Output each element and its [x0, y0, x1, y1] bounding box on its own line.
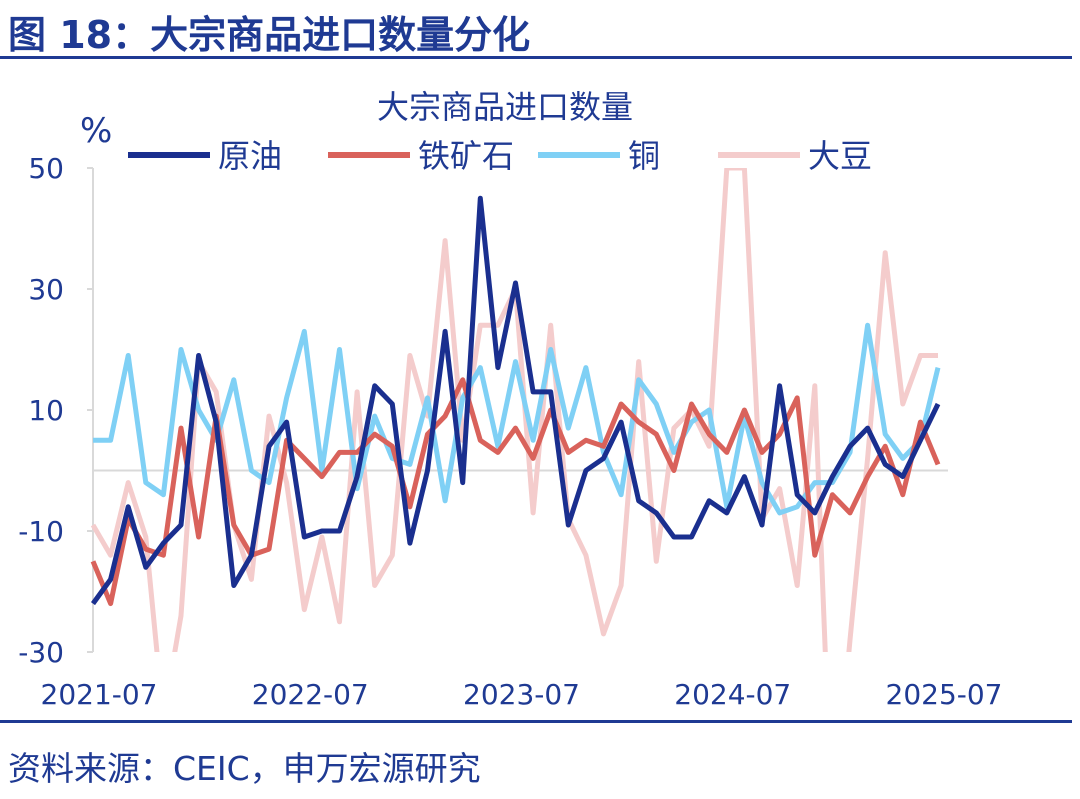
legend-label: 原油 [218, 137, 282, 175]
x-tick-label: 2022-07 [252, 678, 369, 711]
legend-label: 铁矿石 [418, 137, 514, 175]
x-tick-label: 2021-07 [41, 678, 158, 711]
y-tick-label: -30 [18, 636, 64, 669]
legend: 原油 铁矿石 铜 大豆 [128, 137, 872, 175]
y-axis-unit: % [80, 111, 112, 151]
series-line-1 [90, 195, 941, 606]
series-lines [90, 168, 941, 652]
y-tick-label: 50 [28, 152, 64, 185]
y-tick-label: -10 [18, 515, 64, 548]
figure-title: 图 18：大宗商品进口数量分化 [8, 13, 531, 57]
y-tick-label: 10 [28, 394, 64, 427]
bottom-rule [0, 720, 1072, 723]
chart-title: 大宗商品进口数量 [377, 88, 633, 126]
legend-label: 铜 [628, 137, 660, 175]
x-tick-label: 2025-07 [886, 678, 1003, 711]
legend-label: 大豆 [808, 137, 872, 175]
source-note: 资料来源：CEIC，申万宏源研究 [8, 749, 481, 788]
line-chart: 大宗商品进口数量 % 50 30 10 -10 -30 2021-07 2022-07 202… [18, 88, 1003, 711]
series-line-3 [93, 322, 941, 516]
x-tick-label: 2024-07 [674, 678, 791, 711]
top-rule [0, 56, 1072, 59]
x-tick-label: 2023-07 [463, 678, 580, 711]
series-line-2 [90, 377, 941, 607]
y-tick-label: 30 [28, 273, 64, 306]
